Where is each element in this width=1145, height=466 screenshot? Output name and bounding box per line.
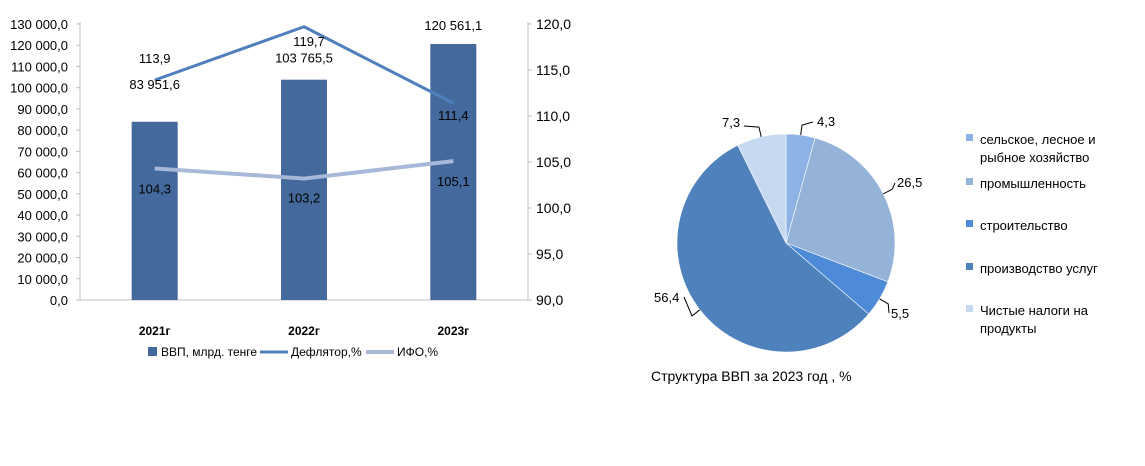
x-axis-category-label: 2023г [437, 324, 469, 338]
pie-legend-label: сельское, лесное и [980, 132, 1096, 147]
left-axis-tick-label: 80 000,0 [17, 123, 68, 138]
pie-slice [676, 144, 870, 353]
combo-legend: ВВП, млрд. тенге Дефлятор,% ИФО,% [148, 345, 438, 359]
pie-legend-swatch [966, 134, 973, 141]
gdp-bar [131, 121, 178, 300]
legend-label-ifo: ИФО,% [397, 345, 438, 359]
pie-legend-label: продукты [980, 321, 1036, 336]
pie-data-label: 4,3 [817, 114, 835, 129]
gdp-bar-data-label: 83 951,6 [129, 77, 180, 92]
pie-legend-swatch [966, 305, 973, 312]
left-axis-tick-label: 70 000,0 [17, 144, 68, 159]
pie-leader-line [800, 121, 814, 136]
gdp-bar [430, 44, 477, 301]
pie-legend-label: строительство [980, 218, 1068, 233]
deflator-line [154, 25, 455, 105]
right-axis-tick-label: 105,0 [536, 154, 571, 170]
ifo-data-label: 105,1 [437, 174, 470, 189]
left-axis-tick-label: 40 000,0 [17, 208, 68, 223]
pie-legend-label: Чистые налоги на [980, 303, 1089, 318]
pie-slice [785, 137, 896, 283]
gdp-bar [281, 79, 327, 300]
pie-legend-swatch [966, 220, 973, 227]
pie-legend-swatch [966, 263, 973, 270]
right-axis-tick-label: 120,0 [536, 16, 571, 32]
left-axis-tick-label: 60 000,0 [17, 166, 68, 181]
right-axis-tick-label: 110,0 [536, 108, 570, 124]
x-axis-category-label: 2022г [288, 324, 320, 338]
gdp-structure-pie-chart: 4,3 26,5 5,5 56,4 7,3 сельское, лесное и рыбно… [651, 114, 1098, 384]
ifo-data-label: 104,3 [138, 181, 171, 196]
pie-data-label: 56,4 [654, 290, 679, 305]
right-axis-tick-label: 95,0 [536, 246, 563, 262]
pie-legend-label: промышленность [980, 176, 1086, 191]
pie-leader-line [883, 182, 896, 195]
pie-leader-line [743, 125, 762, 137]
left-axis-tick-label: 90 000,0 [17, 102, 68, 117]
left-axis-tick-label: 0,0 [50, 293, 68, 308]
left-axis-tick-label: 10 000,0 [17, 272, 68, 287]
left-axis-tick-label: 100 000,0 [10, 81, 68, 96]
pie-data-label: 7,3 [722, 115, 740, 130]
left-axis-tick-label: 120 000,0 [10, 38, 68, 53]
ifo-data-label: 103,2 [288, 191, 321, 206]
pie-leader-line [683, 296, 701, 317]
left-axis-tick-label: 130 000,0 [10, 17, 68, 32]
pie-leader-line [879, 298, 890, 314]
x-axis-category-label: 2021г [139, 324, 171, 338]
pie-legend-label: производство услуг [980, 261, 1098, 276]
gdp-combo-chart: 0,0 10 000,0 20 000,0 30 000,0 40 000,0 50 00… [10, 16, 571, 359]
right-axis-tick-label: 115,0 [536, 62, 570, 78]
gdp-bar-data-label: 103 765,5 [275, 51, 333, 66]
right-axis-tick-label: 90,0 [536, 292, 563, 308]
pie-legend-label: рыбное хозяйство [980, 150, 1089, 165]
pie-data-label: 26,5 [897, 175, 922, 190]
left-axis-tick-label: 30 000,0 [17, 229, 68, 244]
pie-chart-title: Структура ВВП за 2023 год , % [651, 368, 852, 384]
ifo-line [154, 159, 454, 181]
legend-swatch-gdp [148, 347, 157, 356]
right-axis-tick-label: 100,0 [536, 200, 571, 216]
pie-legend-swatch [966, 178, 973, 185]
left-axis-tick-label: 20 000,0 [17, 251, 68, 266]
pie-data-label: 5,5 [891, 306, 909, 321]
deflator-data-label: 119,7 [293, 34, 325, 49]
legend-label-deflator: Дефлятор,% [291, 345, 362, 359]
left-axis-tick-label: 50 000,0 [17, 187, 68, 202]
legend-label-gdp: ВВП, млрд. тенге [161, 345, 257, 359]
left-axis-tick-label: 110 000,0 [11, 59, 68, 74]
deflator-data-label: 111,4 [438, 108, 469, 123]
gdp-bar-data-label: 120 561,1 [424, 18, 482, 33]
deflator-data-label: 113,9 [139, 51, 171, 66]
